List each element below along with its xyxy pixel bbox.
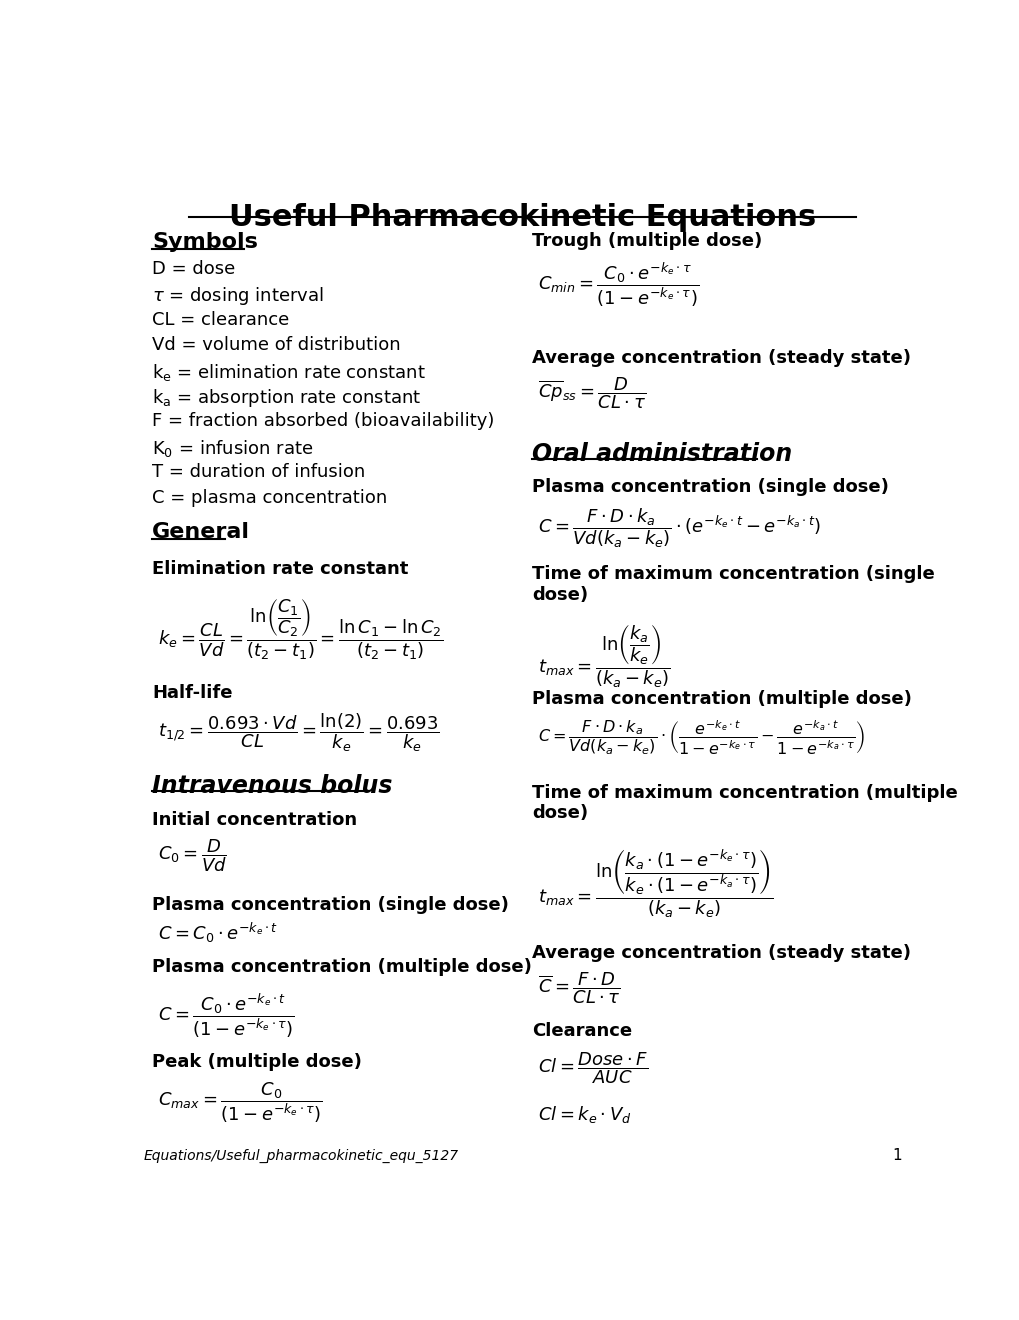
Text: Trough (multiple dose): Trough (multiple dose) — [532, 232, 761, 251]
Text: $k_e = \dfrac{CL}{Vd} = \dfrac{\ln\!\left(\dfrac{C_1}{C_2}\right)}{(t_2 - t_1)} : $k_e = \dfrac{CL}{Vd} = \dfrac{\ln\!\lef… — [158, 598, 443, 661]
Text: $t_{max} = \dfrac{\ln\!\left(\dfrac{k_a \cdot \left(1 - e^{-k_e \cdot \tau}\righ: $t_{max} = \dfrac{\ln\!\left(\dfrac{k_a … — [538, 847, 773, 920]
Text: Plasma concentration (single dose): Plasma concentration (single dose) — [152, 896, 508, 913]
Text: $Cl = \dfrac{Dose \cdot F}{AUC}$: $Cl = \dfrac{Dose \cdot F}{AUC}$ — [538, 1051, 648, 1086]
Text: $C_0 = \dfrac{D}{Vd}$: $C_0 = \dfrac{D}{Vd}$ — [158, 838, 227, 874]
Text: $C = \dfrac{F \cdot D \cdot k_a}{Vd(k_a - k_e)} \cdot \left(\dfrac{e^{-k_e \cdot: $C = \dfrac{F \cdot D \cdot k_a}{Vd(k_a … — [538, 719, 864, 758]
Text: Elimination rate constant: Elimination rate constant — [152, 561, 409, 578]
Text: Clearance: Clearance — [532, 1022, 632, 1040]
Text: $C = \dfrac{C_0 \cdot e^{-k_e \cdot t}}{\left(1 - e^{-k_e \cdot \tau}\right)}$: $C = \dfrac{C_0 \cdot e^{-k_e \cdot t}}{… — [158, 991, 294, 1040]
Text: D = dose: D = dose — [152, 260, 235, 279]
Text: $C = C_0 \cdot e^{-k_e \cdot t}$: $C = C_0 \cdot e^{-k_e \cdot t}$ — [158, 921, 278, 945]
Text: Time of maximum concentration (single
dose): Time of maximum concentration (single do… — [532, 565, 933, 603]
Text: $t_{1/2} = \dfrac{0.693\cdot Vd}{CL} = \dfrac{\ln(2)}{k_e} = \dfrac{0.693}{k_e}$: $t_{1/2} = \dfrac{0.693\cdot Vd}{CL} = \… — [158, 711, 440, 754]
Text: General: General — [152, 521, 250, 541]
Text: Initial concentration: Initial concentration — [152, 812, 357, 829]
Text: Vd = volume of distribution: Vd = volume of distribution — [152, 337, 400, 354]
Text: $\tau$ = dosing interval: $\tau$ = dosing interval — [152, 285, 324, 308]
Text: CL = clearance: CL = clearance — [152, 312, 289, 329]
Text: Plasma concentration (multiple dose): Plasma concentration (multiple dose) — [152, 958, 532, 975]
Text: Plasma concentration (single dose): Plasma concentration (single dose) — [532, 478, 888, 496]
Text: Plasma concentration (multiple dose): Plasma concentration (multiple dose) — [532, 689, 911, 708]
Text: 1: 1 — [892, 1147, 902, 1163]
Text: $C_{min} = \dfrac{C_0 \cdot e^{-k_e \cdot \tau}}{\left(1 - e^{-k_e \cdot \tau}\r: $C_{min} = \dfrac{C_0 \cdot e^{-k_e \cdo… — [538, 260, 699, 309]
Text: $C_{max} = \dfrac{C_0}{\left(1 - e^{-k_e \cdot \tau}\right)}$: $C_{max} = \dfrac{C_0}{\left(1 - e^{-k_e… — [158, 1081, 323, 1126]
Text: C = plasma concentration: C = plasma concentration — [152, 488, 387, 507]
Text: Peak (multiple dose): Peak (multiple dose) — [152, 1053, 362, 1071]
Text: $Cl = k_e \cdot V_d$: $Cl = k_e \cdot V_d$ — [538, 1104, 631, 1125]
Text: Symbols: Symbols — [152, 232, 258, 252]
Text: k$_\mathrm{a}$ = absorption rate constant: k$_\mathrm{a}$ = absorption rate constan… — [152, 387, 421, 409]
Text: Average concentration (steady state): Average concentration (steady state) — [532, 350, 910, 367]
Text: Intravenous bolus: Intravenous bolus — [152, 775, 392, 799]
Text: K$_\mathrm{0}$ = infusion rate: K$_\mathrm{0}$ = infusion rate — [152, 438, 313, 459]
Text: $C = \dfrac{F \cdot D \cdot k_a}{Vd(k_a - k_e)} \cdot \left(e^{-k_e \cdot t} - e: $C = \dfrac{F \cdot D \cdot k_a}{Vd(k_a … — [538, 507, 820, 550]
Text: Average concentration (steady state): Average concentration (steady state) — [532, 944, 910, 962]
Text: Time of maximum concentration (multiple
dose): Time of maximum concentration (multiple … — [532, 784, 957, 822]
Text: Oral administration: Oral administration — [532, 442, 792, 466]
Text: $\overline{C} = \dfrac{F \cdot D}{CL \cdot \tau}$: $\overline{C} = \dfrac{F \cdot D}{CL \cd… — [538, 970, 621, 1006]
Text: $t_{max} = \dfrac{\ln\!\left(\dfrac{k_a}{k_e}\right)}{(k_a - k_e)}$: $t_{max} = \dfrac{\ln\!\left(\dfrac{k_a}… — [538, 622, 671, 689]
Text: Useful Pharmacokinetic Equations: Useful Pharmacokinetic Equations — [229, 203, 815, 232]
Text: F = fraction absorbed (bioavailability): F = fraction absorbed (bioavailability) — [152, 412, 494, 430]
Text: $\overline{Cp}_{ss} = \dfrac{D}{CL \cdot \tau}$: $\overline{Cp}_{ss} = \dfrac{D}{CL \cdot… — [538, 376, 646, 412]
Text: Equations/Useful_pharmacokinetic_equ_5127: Equations/Useful_pharmacokinetic_equ_512… — [143, 1148, 458, 1163]
Text: Half-life: Half-life — [152, 684, 232, 702]
Text: T = duration of infusion: T = duration of infusion — [152, 463, 365, 482]
Text: k$_\mathrm{e}$ = elimination rate constant: k$_\mathrm{e}$ = elimination rate consta… — [152, 362, 426, 383]
